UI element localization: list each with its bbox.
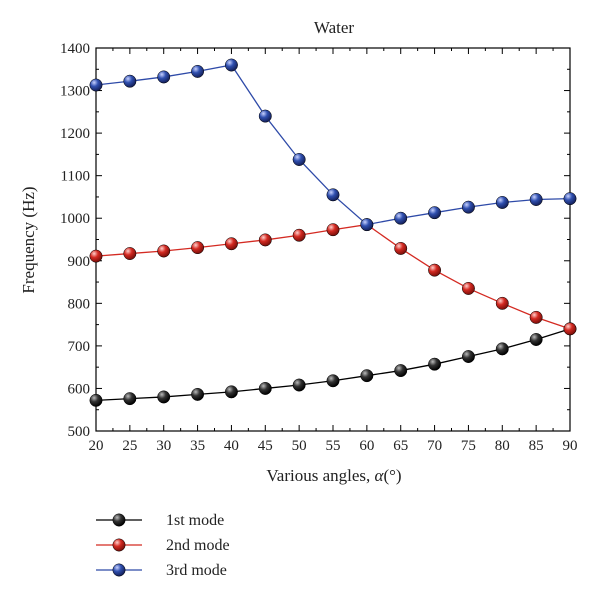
data-point-2nd-mode [123, 247, 137, 260]
x-tick-label: 70 [427, 438, 442, 454]
plot-frame [95, 47, 571, 432]
data-point-2nd-mode [563, 322, 577, 336]
x-axis-title: Various angles, α(°) [266, 466, 401, 485]
y-axis-title: Frequency (Hz) [19, 186, 38, 293]
y-tick-label: 1200 [60, 126, 90, 142]
data-point-3rd-mode [563, 192, 577, 206]
data-point-2nd-mode [292, 228, 306, 242]
data-point-2nd-mode [394, 241, 408, 255]
data-point-2nd-mode [89, 249, 103, 263]
data-point-1st-mode [461, 350, 475, 363]
legend-marker-3rd-mode [112, 563, 126, 577]
data-point-1st-mode [292, 378, 306, 392]
y-tick-label: 600 [68, 381, 91, 397]
x-tick-label: 35 [190, 438, 205, 454]
x-tick-label: 30 [156, 438, 171, 454]
data-point-3rd-mode [529, 193, 543, 206]
x-tick-label: 80 [495, 438, 510, 454]
x-tick-label: 90 [563, 438, 578, 454]
data-point-1st-mode [529, 333, 543, 346]
y-axis: 500 600 700 800 900 1000 1100 1200 1300 1400 [60, 41, 570, 440]
data-point-3rd-mode [191, 64, 205, 78]
x-tick-label: 75 [461, 438, 476, 454]
data-point-3rd-mode [428, 206, 442, 220]
data-point-1st-mode [258, 381, 272, 395]
data-point-1st-mode [394, 364, 408, 378]
data-point-2nd-mode [326, 223, 340, 237]
x-axis: 20 25 30 35 40 45 50 55 60 65 70 75 80 85 90 [89, 48, 578, 454]
data-point-2nd-mode [428, 263, 442, 277]
y-tick-label: 700 [68, 339, 91, 355]
data-point-3rd-mode [292, 153, 306, 166]
data-point-3rd-mode [495, 196, 509, 209]
series-line-1st-mode [95, 328, 571, 402]
data-point-3rd-mode [258, 109, 272, 123]
data-point-1st-mode [89, 393, 103, 407]
x-axis-title-text: Various angles, [266, 466, 374, 485]
data-point-2nd-mode [529, 310, 543, 324]
data-point-3rd-mode [394, 211, 408, 225]
x-tick-label: 50 [292, 438, 307, 454]
data-point-2nd-mode [461, 281, 475, 295]
x-tick-label: 65 [393, 438, 408, 454]
x-tick-label: 20 [89, 438, 104, 454]
data-point-1st-mode [428, 357, 442, 371]
x-tick-label: 60 [359, 438, 374, 454]
x-axis-title-symbol: α [375, 466, 385, 485]
legend-label-2nd-mode: 2nd mode [166, 537, 230, 554]
series-points [89, 58, 577, 407]
data-point-3rd-mode [123, 74, 137, 88]
legend-label-3rd-mode: 3rd mode [166, 562, 227, 579]
y-tick-label: 1400 [60, 41, 90, 57]
data-point-1st-mode [360, 369, 374, 383]
chart-title: Water [314, 18, 354, 37]
data-point-3rd-mode [157, 70, 171, 84]
legend-marker-1st-mode [112, 513, 126, 527]
data-point-2nd-mode [157, 244, 171, 258]
x-tick-label: 45 [258, 438, 273, 454]
data-point-3rd-mode [224, 58, 238, 72]
x-axis-title-unit: (°) [383, 466, 401, 485]
data-point-2nd-mode [224, 237, 238, 251]
x-tick-label: 40 [224, 438, 239, 454]
legend-label-1st-mode: 1st mode [166, 512, 224, 529]
x-tick-label: 55 [326, 438, 341, 454]
data-point-3rd-mode [461, 200, 475, 214]
data-point-2nd-mode [191, 241, 205, 255]
x-tick-label: 25 [122, 438, 137, 454]
data-point-2nd-mode [258, 233, 272, 247]
data-point-1st-mode [191, 387, 205, 401]
y-tick-label: 1000 [60, 211, 90, 227]
legend-marker-2nd-mode [112, 538, 126, 552]
data-point-1st-mode [157, 390, 171, 404]
y-tick-label: 800 [68, 296, 91, 312]
y-tick-label: 500 [68, 424, 91, 440]
legend: 1st mode 2nd mode 3rd mode [96, 512, 230, 579]
data-point-1st-mode [224, 385, 238, 399]
data-point-2nd-mode [495, 296, 509, 310]
y-tick-label: 900 [68, 254, 91, 270]
series-line-2nd-mode [95, 223, 571, 330]
data-point-1st-mode [495, 342, 509, 356]
x-tick-label: 85 [529, 438, 544, 454]
data-point-1st-mode [123, 392, 137, 406]
y-tick-label: 1300 [60, 84, 90, 100]
data-point-3rd-mode [360, 218, 374, 232]
y-tick-label: 1100 [61, 169, 90, 185]
data-point-3rd-mode [326, 188, 340, 202]
data-point-1st-mode [326, 374, 340, 388]
data-point-3rd-mode [89, 78, 103, 92]
